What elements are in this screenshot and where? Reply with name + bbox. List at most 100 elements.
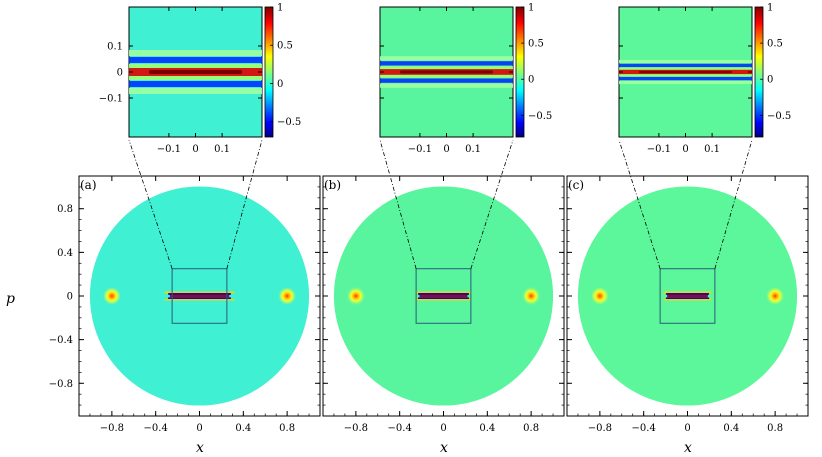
inset-xtick-label: 0.1 (214, 144, 230, 155)
xtick-label: 0.8 (767, 423, 783, 434)
inset-ytick-label: 0.1 (107, 42, 123, 53)
main-panel-0: −0.8 −0.4 0 0.4 0.8 0.8 0.4 0 −0.4 −0.8 (a) (49, 139, 321, 434)
zoom-box (415, 268, 472, 324)
inset-panel-0: −0.1 0 0.1 0.1 0 −0.1 1 0.5 0 −0.5 (99, 3, 302, 156)
inset-fringe-4 (380, 74, 513, 78)
inset-fringe-6 (129, 88, 262, 94)
fringe-blue-bottom (665, 297, 710, 300)
inset-xtick-label: 0.1 (465, 144, 481, 155)
gaussian-peak-1 (766, 287, 785, 305)
colorbar-tick-label: 1 (277, 3, 283, 14)
inset-fringe-5 (129, 81, 262, 87)
ytick-label: 0.8 (57, 204, 73, 215)
inset-core (148, 70, 243, 74)
xlabel-b: x (440, 440, 448, 456)
xtick-label: 0.8 (279, 423, 295, 434)
colorbar-tick-label: 1 (528, 3, 534, 14)
inset-fringe-5 (380, 78, 513, 83)
inset-xtick-label: −0.1 (157, 144, 181, 155)
xtick-label: 0 (440, 423, 446, 434)
zoom-box (171, 268, 228, 324)
colorbar (754, 6, 764, 138)
inset-fringe-4 (129, 76, 262, 80)
ylabel-p: p (6, 291, 15, 307)
fringe-blue-top (167, 293, 232, 295)
xtick-label: 0 (684, 423, 690, 434)
xtick-label: −0.8 (100, 423, 124, 434)
colorbar-tick-label: 0.5 (277, 41, 293, 52)
inset-fringe-6 (380, 83, 513, 88)
fringe-red-center (169, 294, 230, 298)
xlabel-a: x (196, 440, 204, 456)
colorbar (515, 6, 525, 138)
colorbar-tick-label: 1 (767, 3, 773, 14)
inset-fringe-5 (619, 76, 752, 81)
gaussian-peak-1 (522, 287, 541, 305)
ytick-label: −0.8 (49, 379, 73, 390)
inset-fringe-2 (619, 67, 752, 70)
colorbar-tick-label: −0.5 (277, 117, 301, 128)
zoom-connector-right (226, 139, 263, 269)
xtick-label: 0.4 (235, 423, 251, 434)
colorbar-tick-label: −0.5 (528, 111, 552, 122)
fringe-outer-bottom (164, 299, 235, 301)
panel-label: (b) (324, 178, 341, 192)
ytick-label: −0.4 (49, 335, 73, 346)
inset-fringe-2 (380, 66, 513, 70)
inset-xtick-label: −0.1 (408, 144, 432, 155)
fringe-blue-bottom (167, 297, 232, 300)
fringe-blue-top (417, 293, 470, 295)
inset-panel-2: −0.1 0 0.1 1 0.5 0 −0.5 (618, 3, 791, 155)
fringe-blue-top (665, 293, 710, 295)
xtick-label: 0 (196, 423, 202, 434)
xtick-label: 0.4 (723, 423, 739, 434)
fringe-outer-bottom (415, 299, 472, 301)
inset-ytick-label: −0.1 (99, 94, 123, 105)
inset-fringe-0 (380, 56, 513, 61)
gaussian-peak-0 (346, 287, 365, 305)
xtick-label: −0.4 (144, 423, 168, 434)
inset-fringe-0 (129, 50, 262, 56)
inset-xtick-label: −0.1 (647, 144, 671, 155)
xtick-label: −0.4 (632, 423, 656, 434)
zoom-connector-right (714, 139, 753, 269)
gaussian-peak-1 (278, 287, 297, 305)
main-panel-2: −0.8 −0.4 0 0.4 0.8 (c) (566, 139, 809, 434)
colorbar-tick-label: 0 (528, 75, 534, 86)
gaussian-peak-0 (590, 287, 609, 305)
xtick-label: −0.4 (388, 423, 412, 434)
inset-core (638, 70, 733, 74)
inset-fringe-2 (129, 64, 262, 68)
inset-fringe-1 (380, 61, 513, 66)
colorbar-tick-label: −0.5 (767, 111, 791, 122)
main-panel-1: −0.8 −0.4 0 0.4 0.8 (b) (322, 139, 565, 434)
gaussian-peak-0 (102, 287, 121, 305)
colorbar-tick-label: 0 (767, 75, 773, 86)
inset-fringe-4 (619, 74, 752, 77)
fringe-blue-bottom (417, 297, 470, 300)
colorbar-tick-label: 0.5 (767, 39, 783, 50)
inset-xtick-label: 0 (443, 144, 449, 155)
xtick-label: −0.8 (588, 423, 612, 434)
zoom-box (659, 268, 716, 324)
inset-fringe-0 (619, 59, 752, 64)
panel-label: (c) (568, 178, 584, 192)
xtick-label: 0.8 (523, 423, 539, 434)
fringe-red-center (667, 294, 708, 298)
xtick-label: −0.8 (344, 423, 368, 434)
colorbar-tick-label: 0 (277, 79, 283, 90)
zoom-connector-left (379, 139, 417, 269)
inset-fringe-6 (619, 80, 752, 85)
xtick-label: 0.4 (479, 423, 495, 434)
fringe-red-center (419, 294, 468, 298)
inset-fringe-1 (619, 63, 752, 68)
inset-xtick-label: 0.1 (704, 144, 720, 155)
colorbar-tick-label: 0.5 (528, 39, 544, 50)
plot-layer: −0.8 −0.4 0 0.4 0.8 0.8 0.4 0 −0.4 −0.8 (a) −0.1 0 0.… (49, 3, 809, 434)
inset-xtick-label: 0 (192, 144, 198, 155)
inset-xtick-label: 0 (682, 144, 688, 155)
ytick-label: 0 (67, 292, 73, 303)
colorbar (264, 6, 274, 138)
ytick-label: 0.4 (57, 248, 73, 259)
